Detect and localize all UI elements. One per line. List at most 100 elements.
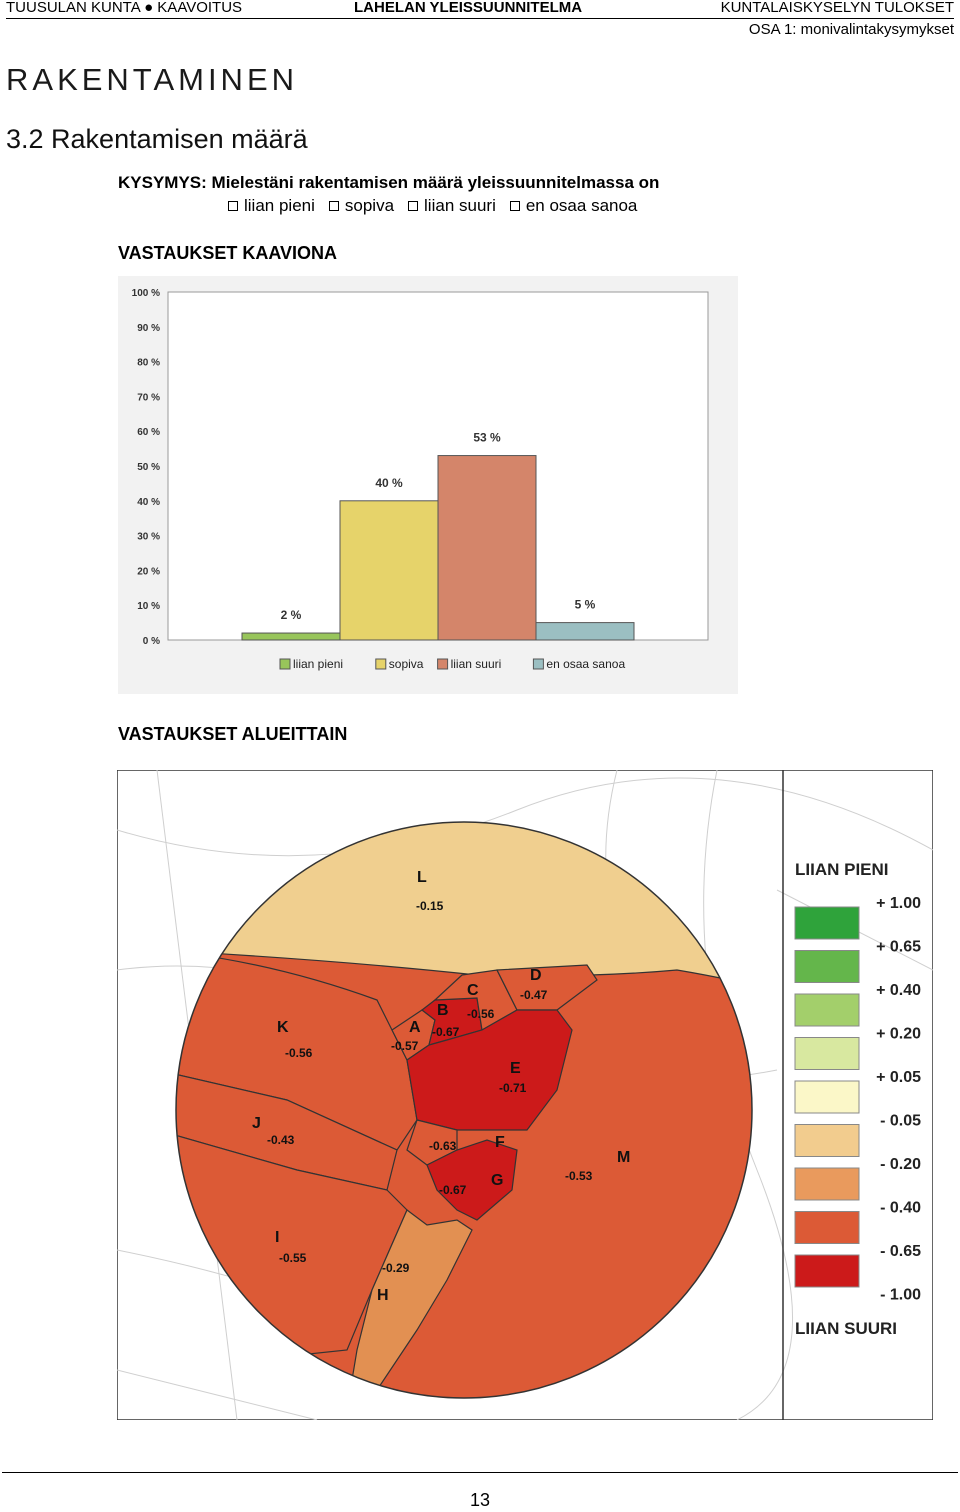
option-en-osaa-sanoa: en osaa sanoa bbox=[509, 196, 638, 216]
region-d bbox=[496, 964, 598, 1011]
region-map: L -0.15 K -0.56 J -0.43 I-0.55 H -0.29 A -0.57 B -0.… bbox=[117, 770, 933, 1420]
legend-swatch bbox=[794, 950, 860, 983]
page-number: 13 bbox=[469, 1490, 491, 1510]
y-tick-label: 0 % bbox=[143, 636, 160, 647]
region-value-l: -0.15 bbox=[416, 899, 444, 913]
bar-data-label: 2 % bbox=[281, 608, 302, 622]
legend-swatch bbox=[794, 1254, 860, 1288]
legend-scale-label: + 0.05 bbox=[876, 1069, 921, 1086]
question: KYSYMYS: Mielestäni rakentamisen määrä y… bbox=[118, 173, 659, 193]
checkbox-icon bbox=[228, 201, 238, 211]
region-value-h: -0.29 bbox=[382, 1261, 410, 1275]
header-right-sub: OSA 1: monivalintakysymykset bbox=[748, 21, 954, 38]
section-title: RAKENTAMINEN bbox=[6, 62, 299, 97]
region-value-k: -0.56 bbox=[285, 1046, 313, 1060]
region-letter-a: A bbox=[409, 1019, 421, 1036]
region-letter-c: C bbox=[467, 982, 479, 999]
region-letter-e: E bbox=[510, 1060, 521, 1077]
map-circle-outline bbox=[175, 821, 753, 1399]
region-value-a: -0.57 bbox=[391, 1039, 419, 1053]
legend-label: sopiva bbox=[389, 657, 424, 671]
option-liian-suuri: liian suuri bbox=[408, 196, 496, 216]
legend-top-label: LIIAN PIENI bbox=[795, 860, 889, 879]
bar-data-label: 53 % bbox=[473, 431, 501, 445]
bar-liian-suuri bbox=[437, 455, 537, 641]
region-value-d: -0.47 bbox=[520, 988, 548, 1002]
legend-swatch bbox=[375, 658, 387, 670]
legend-label: liian suuri bbox=[451, 657, 502, 671]
legend-scale-label: + 0.40 bbox=[876, 982, 921, 999]
subsection-title: 3.2 Rakentamisen määrä bbox=[6, 124, 308, 154]
legend-swatch bbox=[794, 906, 860, 940]
y-tick-label: 70 % bbox=[137, 392, 160, 403]
region-letter-j: J bbox=[252, 1115, 261, 1132]
region-letter-m: M bbox=[617, 1149, 630, 1166]
y-tick-label: 20 % bbox=[137, 566, 160, 577]
checkbox-icon bbox=[328, 201, 339, 211]
legend-scale-label: + 0.20 bbox=[876, 1026, 921, 1043]
region-letter-f: F bbox=[495, 1134, 505, 1151]
bar-en-osaa-sanoa bbox=[535, 622, 635, 641]
region-letter-k: K bbox=[277, 1019, 289, 1036]
region-value-g: -0.67 bbox=[439, 1183, 467, 1197]
question-prefix: KYSYMYS: bbox=[118, 173, 207, 192]
region-value-j: -0.43 bbox=[267, 1133, 295, 1147]
header-left: TUUSULAN KUNTA ● KAAVOITUS bbox=[6, 0, 243, 16]
bar-chart: 0 % 10 % 20 % 30 % 40 % 50 % 60 % 70 % 80 % 90 % 1… bbox=[118, 276, 738, 694]
region-value-b: -0.67 bbox=[432, 1025, 460, 1039]
option-liian-pieni: liian pieni bbox=[228, 196, 315, 216]
question-options: liian pieni sopiva liian suuri en osaa s… bbox=[228, 196, 637, 216]
option-sopiva: sopiva bbox=[328, 196, 395, 216]
region-g bbox=[426, 1139, 518, 1221]
legend-scale-label: - 0.05 bbox=[880, 1113, 921, 1130]
option-label: liian suuri bbox=[424, 196, 496, 215]
bar-sopiva bbox=[339, 500, 439, 641]
bar-data-label: 40 % bbox=[375, 476, 403, 490]
map-heading: VASTAUKSET ALUEITTAIN bbox=[118, 724, 348, 744]
question-text: Mielestäni rakentamisen määrä yleissuunn… bbox=[211, 173, 660, 192]
legend-swatch bbox=[532, 658, 544, 670]
header-rule bbox=[6, 18, 954, 19]
legend-swatch bbox=[279, 658, 291, 670]
region-value-c: -0.56 bbox=[467, 1007, 495, 1021]
legend-label: en osaa sanoa bbox=[546, 657, 625, 671]
region-letter-b: B bbox=[437, 1002, 449, 1019]
region-value-i: -0.55 bbox=[279, 1251, 307, 1265]
y-tick-label: 10 % bbox=[137, 601, 160, 612]
y-tick-label: 90 % bbox=[137, 323, 160, 334]
option-label: en osaa sanoa bbox=[525, 196, 638, 215]
y-tick-label: 60 % bbox=[137, 427, 160, 438]
legend-swatch bbox=[794, 993, 860, 1027]
legend-scale-label: - 0.20 bbox=[880, 1156, 921, 1173]
legend-bottom-label: LIIAN SUURI bbox=[795, 1319, 897, 1338]
region-letter-g: G bbox=[491, 1172, 503, 1189]
region-value-f: -0.63 bbox=[429, 1139, 457, 1153]
bar-data-label: 5 % bbox=[575, 598, 596, 612]
region-letter-d: D bbox=[530, 967, 542, 984]
region-value-e: -0.71 bbox=[499, 1081, 527, 1095]
y-tick-label: 50 % bbox=[137, 462, 160, 473]
checkbox-icon bbox=[408, 201, 419, 211]
legend-swatch bbox=[794, 1124, 860, 1157]
region-letter-i: I bbox=[275, 1229, 279, 1246]
chart-heading: VASTAUKSET KAAVIONA bbox=[118, 243, 338, 263]
y-tick-label: 30 % bbox=[137, 532, 160, 543]
header-center: LAHELAN YLEISSUUNNITELMA bbox=[354, 0, 583, 16]
region-letter-h: H bbox=[377, 1287, 389, 1304]
checkbox-icon bbox=[509, 201, 520, 211]
y-tick-label: 80 % bbox=[137, 358, 160, 369]
region-h bbox=[346, 1209, 473, 1398]
legend-scale-label: - 1.00 bbox=[880, 1287, 921, 1304]
legend-swatch bbox=[794, 1167, 860, 1201]
legend-scale-label: + 0.65 bbox=[876, 939, 921, 956]
option-label: liian pieni bbox=[244, 196, 315, 215]
region-letter-l: L bbox=[417, 869, 427, 886]
legend-swatch bbox=[794, 1037, 860, 1070]
option-label: sopiva bbox=[344, 196, 395, 215]
legend-scale-label: - 0.65 bbox=[880, 1243, 921, 1260]
legend-scale-label: + 1.00 bbox=[876, 895, 921, 912]
legend-swatch bbox=[794, 1211, 860, 1244]
y-tick-label: 40 % bbox=[137, 497, 160, 508]
legend-swatch bbox=[437, 658, 449, 670]
legend-scale-label: - 0.40 bbox=[880, 1200, 921, 1217]
